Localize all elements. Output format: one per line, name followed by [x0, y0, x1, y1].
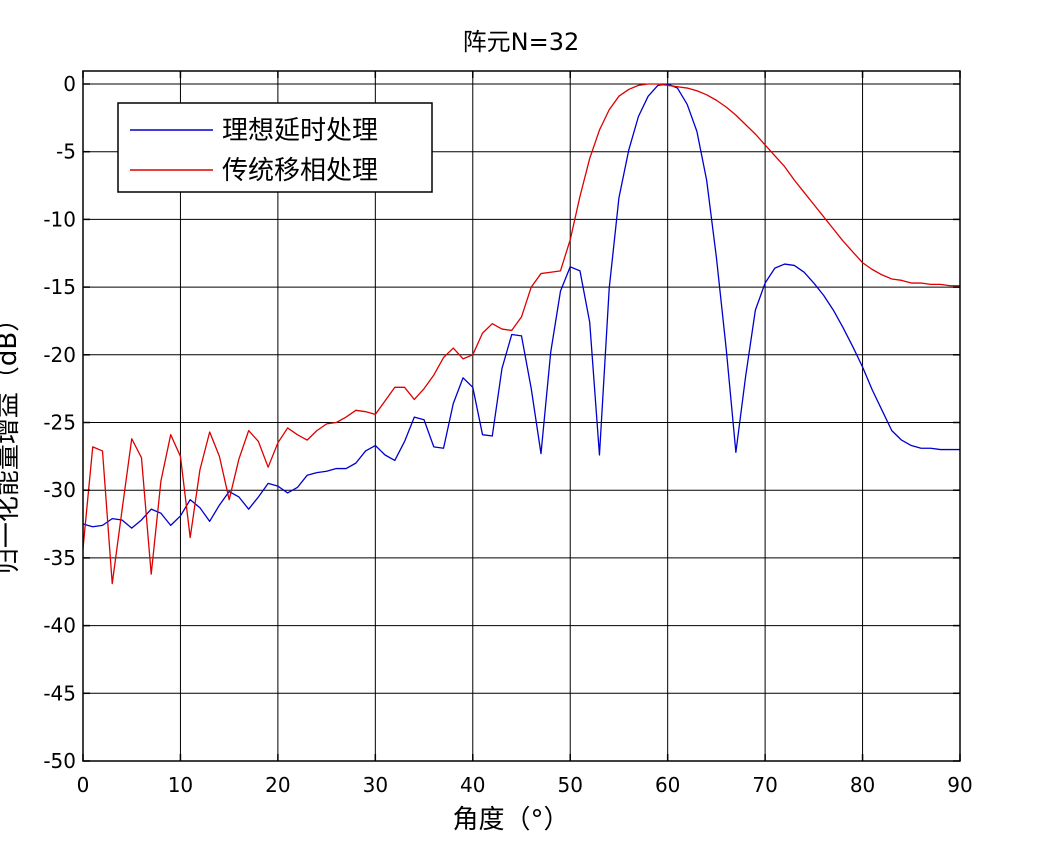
x-tick-label: 30 — [363, 773, 388, 797]
x-tick-label: 80 — [850, 773, 875, 797]
x-axis-label: 角度（°） — [452, 805, 569, 835]
legend-label-ideal: 理想延时处理 — [222, 116, 378, 146]
series-line-traditional-phase — [82, 83, 960, 585]
y-tick-label: -10 — [43, 207, 76, 231]
y-tick-label: -40 — [43, 614, 76, 638]
y-tick-label: -25 — [43, 411, 76, 435]
y-tick-label: -45 — [43, 681, 76, 705]
y-tick-label: -30 — [43, 478, 76, 502]
y-tick-label: -35 — [43, 546, 76, 570]
y-tick-label: -50 — [43, 749, 76, 773]
y-tick-label: 0 — [63, 72, 76, 96]
x-tick-label: 20 — [265, 773, 290, 797]
legend-label-traditional: 传统移相处理 — [222, 156, 378, 186]
plot-frame — [82, 70, 961, 762]
x-tick-label: 0 — [77, 773, 90, 797]
x-tick-label: 70 — [752, 773, 777, 797]
chart-title: 阵元N=32 — [463, 28, 580, 56]
y-axis-label: 归一化能量增益（dB） — [0, 306, 23, 574]
legend-box — [117, 102, 433, 193]
ticks: 0 10 20 30 40 50 60 70 80 90 0 -5 -10 -15 -20 -25 -30 -35… — [43, 71, 973, 797]
series-layer — [82, 83, 960, 585]
x-tick-label: 40 — [460, 773, 485, 797]
y-tick-label: -20 — [43, 343, 76, 367]
y-tick-label: -5 — [56, 140, 76, 164]
series-line-ideal-delay — [82, 83, 960, 529]
x-tick-label: 60 — [655, 773, 680, 797]
x-tick-label: 10 — [168, 773, 193, 797]
x-tick-label: 50 — [557, 773, 582, 797]
y-tick-label: -15 — [43, 275, 76, 299]
x-tick-label: 90 — [947, 773, 972, 797]
legend: 理想延时处理 传统移相处理 — [117, 102, 433, 193]
grid — [83, 71, 960, 761]
